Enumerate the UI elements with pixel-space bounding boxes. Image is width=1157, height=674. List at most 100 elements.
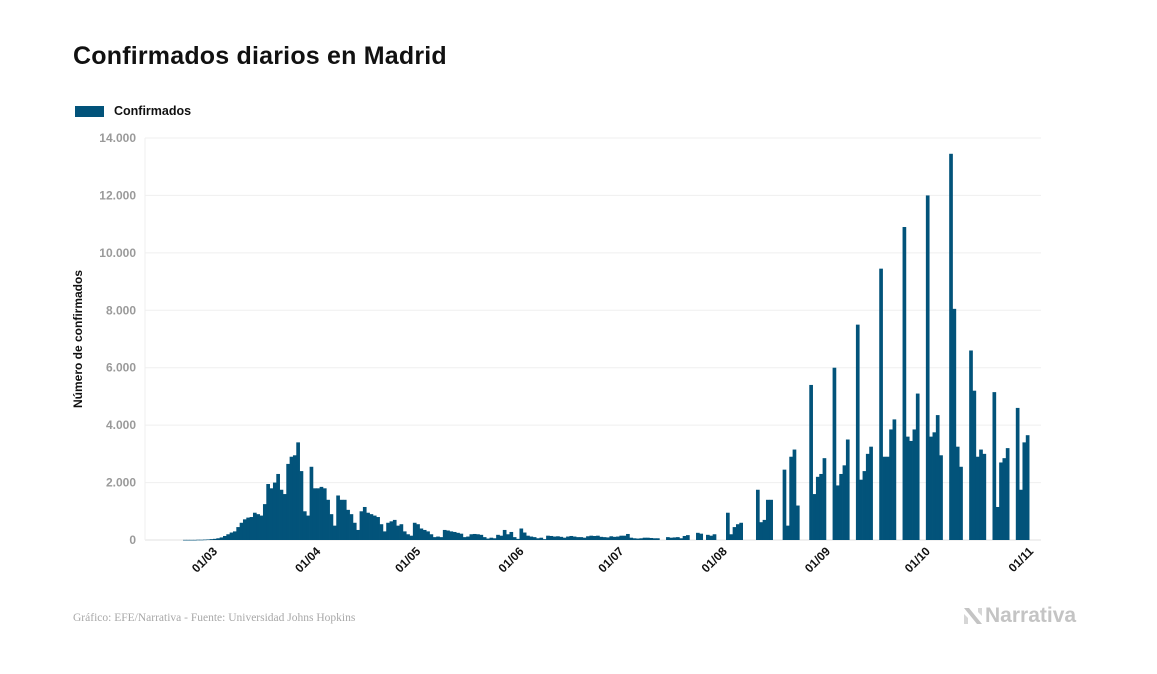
x-tick-label: 01/03 bbox=[189, 544, 220, 575]
bar bbox=[822, 458, 827, 540]
bar bbox=[1002, 458, 1007, 540]
bar bbox=[869, 446, 873, 540]
logo-text: Narrativa bbox=[985, 604, 1077, 627]
bar bbox=[1025, 435, 1030, 540]
bar bbox=[735, 524, 740, 540]
bar bbox=[356, 529, 360, 540]
bar bbox=[552, 536, 557, 540]
bar bbox=[969, 350, 973, 540]
legend-swatch bbox=[75, 105, 104, 117]
bar bbox=[576, 537, 580, 540]
bar bbox=[322, 488, 327, 540]
bar bbox=[376, 517, 380, 540]
bar bbox=[302, 511, 307, 540]
bar bbox=[289, 456, 294, 540]
bar bbox=[619, 535, 624, 540]
bar bbox=[569, 535, 574, 540]
bar bbox=[539, 537, 544, 540]
bar bbox=[889, 429, 893, 540]
bar bbox=[439, 537, 444, 540]
y-tick-label: 4.000 bbox=[106, 418, 136, 432]
bar bbox=[562, 537, 567, 540]
bar bbox=[879, 268, 883, 540]
bar bbox=[509, 531, 514, 540]
bar bbox=[206, 539, 211, 541]
bar bbox=[995, 506, 1000, 540]
bar bbox=[349, 514, 354, 540]
bar bbox=[679, 538, 684, 540]
bar bbox=[639, 538, 644, 540]
bar bbox=[462, 537, 467, 540]
bar bbox=[499, 535, 504, 540]
bar bbox=[496, 534, 500, 540]
bar bbox=[492, 538, 497, 540]
bar bbox=[482, 537, 487, 540]
bar bbox=[992, 392, 997, 540]
bar bbox=[592, 535, 597, 540]
bar bbox=[369, 514, 374, 540]
bar bbox=[396, 525, 400, 540]
bar bbox=[1005, 448, 1010, 540]
bar bbox=[186, 539, 191, 541]
bar bbox=[712, 534, 717, 540]
bar bbox=[859, 479, 863, 540]
bar bbox=[436, 536, 440, 540]
bar bbox=[755, 489, 760, 540]
bar bbox=[612, 536, 617, 540]
bar bbox=[602, 537, 607, 540]
x-axis-ticks: 01/03 01/04 01/05 01/06 01/07 01/08 01/09 01/10… bbox=[189, 544, 1036, 575]
bar bbox=[596, 535, 600, 540]
bar bbox=[269, 488, 274, 540]
bar bbox=[209, 539, 214, 540]
bar bbox=[372, 515, 377, 540]
bar bbox=[419, 528, 424, 540]
bar bbox=[249, 517, 254, 540]
bar bbox=[709, 535, 714, 540]
bar bbox=[246, 517, 250, 540]
bar bbox=[292, 455, 297, 540]
bar bbox=[629, 537, 634, 540]
bar bbox=[975, 456, 980, 540]
bar bbox=[542, 539, 547, 540]
bar bbox=[329, 514, 334, 540]
bar bbox=[382, 531, 387, 540]
bar bbox=[905, 436, 910, 540]
bar bbox=[336, 495, 340, 540]
bar bbox=[476, 534, 480, 540]
bar bbox=[579, 537, 584, 540]
bar bbox=[193, 539, 197, 541]
bar bbox=[262, 504, 267, 540]
bar bbox=[882, 456, 887, 540]
bar bbox=[815, 476, 820, 540]
bar bbox=[362, 506, 367, 540]
bar bbox=[1015, 407, 1020, 540]
bar bbox=[213, 538, 217, 540]
bar bbox=[296, 442, 300, 540]
bar bbox=[609, 536, 614, 540]
bar bbox=[183, 539, 187, 541]
bar bbox=[842, 465, 847, 540]
narrativa-logo: Narrativa bbox=[963, 604, 1076, 628]
bar bbox=[726, 512, 730, 540]
bar bbox=[272, 482, 277, 540]
bar bbox=[902, 227, 907, 540]
bar bbox=[769, 499, 773, 540]
bar bbox=[452, 531, 457, 540]
bar bbox=[466, 536, 470, 540]
bar bbox=[203, 539, 207, 541]
y-tick-label: 8.000 bbox=[106, 303, 136, 317]
bar bbox=[366, 512, 370, 540]
bar bbox=[632, 538, 637, 540]
bar bbox=[256, 514, 260, 540]
bar bbox=[469, 534, 474, 540]
bar bbox=[276, 473, 280, 540]
bar bbox=[845, 439, 850, 540]
y-tick-label: 0 bbox=[129, 533, 136, 547]
bar bbox=[782, 469, 787, 540]
bar bbox=[429, 534, 434, 540]
bar bbox=[386, 522, 390, 540]
y-tick-label: 10.000 bbox=[99, 246, 136, 260]
y-axis-ticks: 0 2.000 4.000 6.000 8.000 10.000 12.000 14.000 bbox=[99, 131, 136, 547]
source-credit: Gráfico: EFE/Narrativa - Fuente: Univers… bbox=[73, 612, 356, 624]
